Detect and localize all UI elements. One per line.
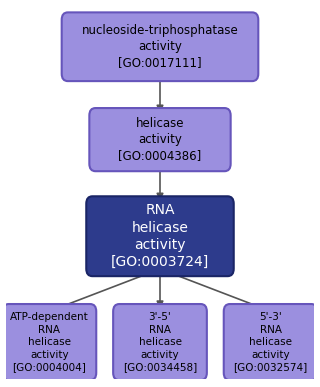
Text: helicase
activity
[GO:0004386]: helicase activity [GO:0004386] bbox=[118, 117, 202, 162]
FancyBboxPatch shape bbox=[86, 196, 234, 276]
FancyBboxPatch shape bbox=[3, 304, 96, 380]
FancyBboxPatch shape bbox=[113, 304, 207, 380]
Text: ATP-dependent
RNA
helicase
activity
[GO:0004004]: ATP-dependent RNA helicase activity [GO:… bbox=[10, 312, 89, 372]
Text: nucleoside-triphosphatase
activity
[GO:0017111]: nucleoside-triphosphatase activity [GO:0… bbox=[82, 24, 238, 69]
FancyBboxPatch shape bbox=[89, 108, 231, 171]
Text: RNA
helicase
activity
[GO:0003724]: RNA helicase activity [GO:0003724] bbox=[111, 203, 209, 269]
Text: 3'-5'
RNA
helicase
activity
[GO:0034458]: 3'-5' RNA helicase activity [GO:0034458] bbox=[123, 312, 197, 372]
FancyBboxPatch shape bbox=[62, 12, 258, 81]
FancyBboxPatch shape bbox=[224, 304, 317, 380]
Text: 5'-3'
RNA
helicase
activity
[GO:0032574]: 5'-3' RNA helicase activity [GO:0032574] bbox=[234, 312, 308, 372]
